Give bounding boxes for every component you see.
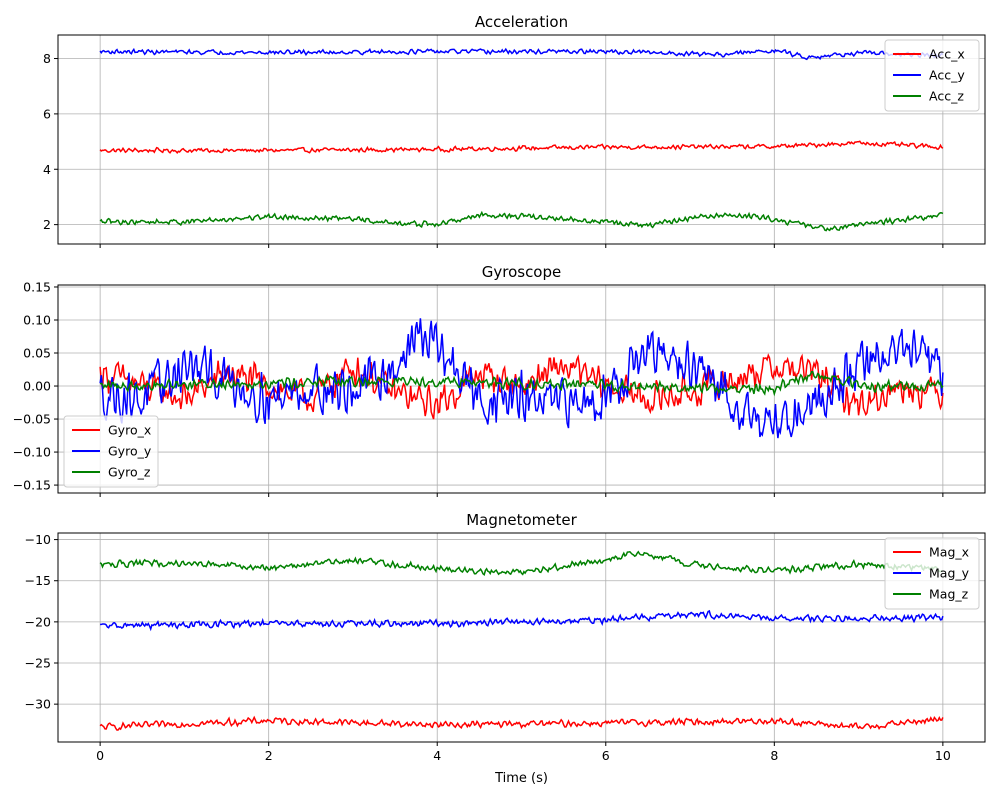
x-axis-label: Time (s) bbox=[494, 771, 548, 786]
legend-label: Mag_x bbox=[929, 545, 969, 560]
panel-title: Acceleration bbox=[475, 13, 568, 31]
legend: Acc_x Acc_y Acc_z bbox=[884, 39, 980, 112]
y-tick-label: 0.15 bbox=[23, 279, 51, 294]
y-tick-label: 4 bbox=[43, 162, 51, 177]
x-tick-label: 4 bbox=[433, 748, 441, 763]
legend-label: Mag_z bbox=[929, 587, 969, 602]
y-tick-label: −0.15 bbox=[13, 478, 51, 493]
y-tick-label: 0.10 bbox=[23, 312, 51, 327]
legend: Gyro_x Gyro_y Gyro_z bbox=[63, 415, 159, 488]
panel-title: Magnetometer bbox=[466, 511, 577, 529]
legend-label: Gyro_x bbox=[108, 423, 151, 438]
legend-box bbox=[63, 415, 159, 488]
y-tick-label: 2 bbox=[43, 217, 51, 232]
y-tick-label: −0.05 bbox=[13, 412, 51, 427]
panel-title: Gyroscope bbox=[482, 263, 562, 281]
panel-gyroscope: −0.15 −0.10 −0.05 0.00 0.05 0.10 0.15 Gyroscope… bbox=[13, 263, 986, 497]
series-line-acc_z bbox=[99, 210, 944, 232]
panel-magnetometer: 0 2 4 6 8 10 −30 −25 −20 −15 −10 Magnetometer Time (… bbox=[25, 511, 986, 786]
x-tick-label: 6 bbox=[602, 748, 610, 763]
y-tick-label: −25 bbox=[25, 656, 51, 671]
legend: Mag_x Mag_y Mag_z bbox=[884, 537, 980, 610]
y-tick-label: 8 bbox=[43, 51, 51, 66]
axes-frame bbox=[57, 34, 986, 245]
legend-label: Acc_x bbox=[929, 47, 965, 62]
legend-label: Mag_y bbox=[929, 566, 970, 581]
y-tick-label: −10 bbox=[25, 532, 51, 547]
x-tick-label: 10 bbox=[935, 748, 951, 763]
legend-label: Gyro_y bbox=[108, 444, 152, 459]
y-tick-label: 6 bbox=[43, 106, 51, 121]
y-tick-label: −20 bbox=[25, 614, 51, 629]
legend-label: Acc_z bbox=[929, 89, 964, 104]
series-line-mag_x bbox=[99, 715, 944, 731]
legend-label: Gyro_z bbox=[108, 465, 151, 480]
legend-label: Acc_y bbox=[929, 68, 965, 83]
series-line-gyro_z bbox=[99, 371, 944, 397]
x-tick-label: 2 bbox=[265, 748, 273, 763]
legend-box bbox=[884, 39, 980, 112]
x-tick-label: 8 bbox=[770, 748, 778, 763]
y-tick-label: 0.05 bbox=[23, 346, 51, 361]
y-tick-label: −0.10 bbox=[13, 445, 51, 460]
y-tick-label: −30 bbox=[25, 697, 51, 712]
panel-acceleration: 2 4 6 8 Acceleration Acc_x Acc_y Acc_z bbox=[43, 13, 986, 248]
axes-frame bbox=[57, 532, 986, 743]
y-tick-label: 0.00 bbox=[23, 379, 51, 394]
series-line-acc_x bbox=[99, 140, 944, 154]
series-line-mag_z bbox=[99, 550, 944, 576]
y-tick-label: −15 bbox=[25, 573, 51, 588]
series-line-mag_y bbox=[100, 609, 944, 632]
x-tick-label: 0 bbox=[96, 748, 104, 763]
legend-box bbox=[884, 537, 980, 610]
series-line-gyro_y bbox=[99, 318, 944, 439]
series-line-acc_y bbox=[99, 47, 944, 61]
axes-frame bbox=[57, 284, 986, 494]
